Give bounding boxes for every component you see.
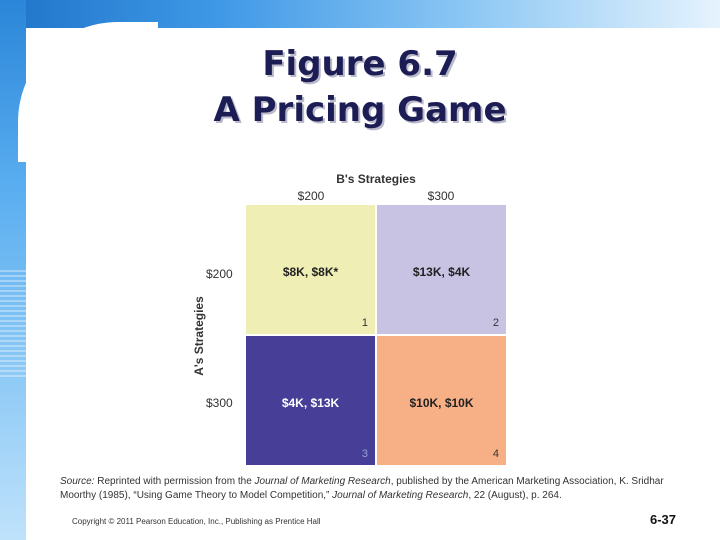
payoff-cell-3: $4K, $13K 3 <box>246 336 375 465</box>
source-text-3: , 22 (August), p. 264. <box>468 490 562 501</box>
payoff-value: $8K, $8K* <box>282 265 339 279</box>
cell-number: 1 <box>361 317 368 329</box>
journal-name-2: Journal of Marketing Research <box>332 490 469 501</box>
payoff-value: $4K, $13K <box>281 396 340 410</box>
payoff-cell-1: $8K, $8K* 1 <box>246 205 375 334</box>
a-strategies-label: A's Strategies <box>192 296 206 376</box>
b-strategies-label: B's Strategies <box>336 172 416 186</box>
b-column-label-200: $200 <box>297 189 325 203</box>
a-row-label-300: $300 <box>206 396 233 410</box>
page-number: 6-37 <box>650 512 677 527</box>
cell-number: 3 <box>361 448 368 460</box>
b-column-label-300: $300 <box>427 189 455 203</box>
payoff-value: $10K, $10K <box>409 396 474 410</box>
source-text-2: , published by the American Marketing As… <box>60 476 664 501</box>
slide-title-line2: A Pricing Game <box>213 90 507 130</box>
copyright-notice: Copyright © 2011 Pearson Education, Inc.… <box>72 517 321 526</box>
journal-name-1: Journal of Marketing Research <box>254 476 391 487</box>
source-citation: Source: Reprinted with permission from t… <box>60 475 700 503</box>
background-stripes <box>0 270 26 380</box>
source-text-1: Reprinted with permission from the <box>94 476 255 487</box>
payoff-cell-4: $10K, $10K 4 <box>377 336 506 465</box>
cell-number: 4 <box>492 448 499 460</box>
cell-number: 2 <box>492 317 499 329</box>
a-row-label-200: $200 <box>206 267 233 281</box>
payoff-value: $13K, $4K <box>412 265 471 279</box>
payoff-matrix: $8K, $8K* 1 $13K, $4K 2 $4K, $13K 3 $10K… <box>246 205 506 465</box>
source-label: Source: <box>60 476 95 487</box>
payoff-cell-2: $13K, $4K 2 <box>377 205 506 334</box>
slide-title-line1: Figure 6.7 <box>262 44 458 84</box>
background-left-band <box>0 0 26 540</box>
